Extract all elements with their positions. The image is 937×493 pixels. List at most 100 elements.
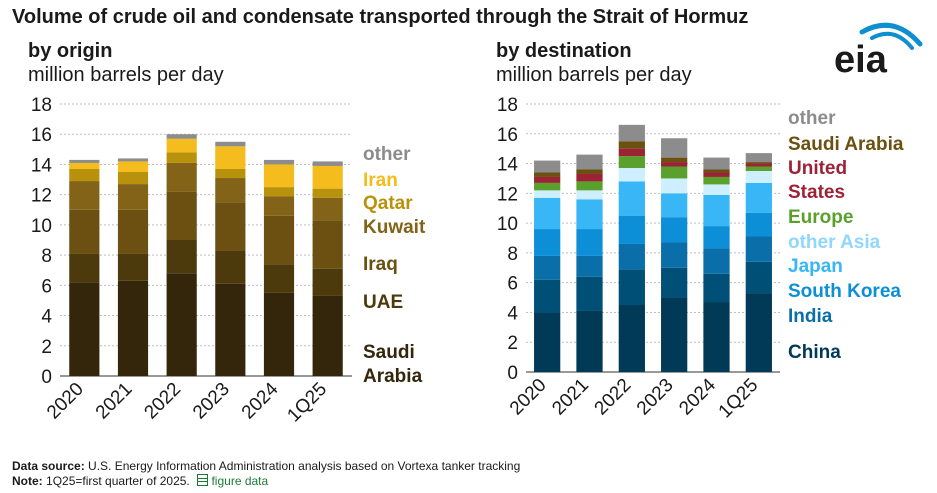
legend-label: China	[788, 342, 841, 363]
bar-segment	[576, 181, 603, 191]
bar-segment	[618, 141, 645, 149]
data-source-line: Data source: U.S. Energy Information Adm…	[12, 459, 520, 473]
bar-segment	[534, 176, 561, 183]
bar-segment	[263, 292, 295, 376]
y-tick-label: 18	[497, 95, 518, 116]
bar-segment	[618, 305, 645, 372]
legend-label: UAE	[363, 292, 403, 313]
bar-segment	[703, 248, 730, 274]
y-tick-label: 6	[507, 274, 518, 295]
figure-data-link[interactable]: figure data	[211, 474, 269, 488]
bar-segment	[661, 166, 688, 179]
note-label: Note:	[12, 474, 43, 488]
right-chart-subtitle: by destination	[496, 40, 632, 62]
bar-segment	[576, 199, 603, 230]
bar-segment	[703, 169, 730, 173]
bar-segment	[661, 138, 688, 158]
bar-segment	[312, 165, 343, 189]
y-tick-label: 2	[41, 337, 52, 358]
bar-segment	[69, 162, 100, 169]
y-tick-label: 16	[31, 125, 52, 146]
bar-segment	[745, 162, 772, 164]
y-tick-label: 0	[507, 363, 518, 384]
bar-segment	[618, 124, 645, 142]
y-tick-label: 12	[31, 186, 52, 207]
y-tick-label: 8	[41, 246, 52, 267]
bar-segment	[745, 212, 772, 237]
bar-segment	[576, 154, 603, 170]
bar-segment	[166, 273, 197, 376]
bar-segment	[215, 250, 246, 284]
bar-segment	[117, 209, 149, 254]
bar-segment	[576, 276, 603, 311]
bar-segment	[166, 240, 197, 274]
bar-segment	[534, 255, 561, 280]
legend-label: States	[788, 182, 845, 203]
bar-segment	[69, 181, 100, 210]
legend-label: Arabia	[363, 366, 423, 387]
bar-segment	[534, 279, 561, 313]
bar-segment	[215, 283, 246, 376]
legend-label: Kuwait	[363, 217, 426, 238]
legend-label: Iraq	[363, 254, 398, 275]
destination-chart: 024681012141618202020212022202320241Q25o…	[497, 95, 904, 423]
legend-label: other Asia	[788, 232, 881, 253]
bar-segment	[745, 236, 772, 262]
bar-segment	[312, 268, 343, 296]
bar-segment	[534, 312, 561, 372]
bar-segment	[745, 182, 772, 213]
bar-segment	[576, 173, 603, 182]
bar-segment	[215, 202, 246, 251]
bar-segment	[117, 184, 149, 210]
legend-label: Saudi Arabia	[788, 134, 904, 155]
bar-segment	[166, 134, 197, 139]
legend-label: Europe	[788, 207, 853, 228]
legend-label: other	[363, 144, 411, 165]
bar-segment	[661, 217, 688, 243]
bar-segment	[576, 255, 603, 277]
note-text: 1Q25=first quarter of 2025.	[46, 474, 190, 488]
bar-segment	[312, 197, 343, 221]
bar-segment	[661, 162, 688, 167]
bar-segment	[117, 158, 149, 162]
bar-segment	[534, 172, 561, 177]
bar-segment	[534, 229, 561, 256]
note-line: Note: 1Q25=first quarter of 2025. figure…	[12, 474, 268, 488]
x-tick-label: 2023	[633, 375, 678, 420]
bar-segment	[745, 293, 772, 372]
x-tick-label: 1Q25	[715, 375, 763, 423]
bar-segment	[745, 171, 772, 183]
bar-segment	[69, 168, 100, 182]
bar-segment	[263, 196, 295, 216]
bar-segment	[745, 261, 772, 294]
bar-segment	[703, 273, 730, 303]
bar-segment	[661, 267, 688, 298]
bar-segment	[69, 253, 100, 283]
legend-label: South Korea	[788, 281, 901, 302]
y-tick-label: 4	[41, 307, 52, 328]
bar-segment	[117, 161, 149, 172]
bar-segment	[69, 159, 100, 163]
bar-segment	[618, 168, 645, 182]
bar-segment	[703, 172, 730, 177]
bar-segment	[117, 280, 149, 376]
bar-segment	[215, 168, 246, 179]
bar-segment	[618, 269, 645, 305]
bar-segment	[745, 163, 772, 167]
bar-segment	[117, 253, 149, 281]
bar-segment	[618, 156, 645, 169]
y-tick-label: 10	[31, 216, 52, 237]
bar-segment	[745, 153, 772, 163]
y-tick-label: 0	[41, 367, 52, 388]
bar-segment	[703, 302, 730, 372]
bar-segment	[263, 264, 295, 293]
bar-segment	[661, 178, 688, 194]
legend-label: India	[788, 306, 833, 327]
data-source-text: U.S. Energy Information Administration a…	[88, 459, 521, 473]
chart-title: Volume of crude oil and condensate trans…	[12, 6, 749, 28]
x-tick-label: 2022	[591, 375, 636, 420]
bar-segment	[166, 138, 197, 153]
bar-segment	[576, 310, 603, 372]
legend-label: other	[788, 108, 836, 129]
